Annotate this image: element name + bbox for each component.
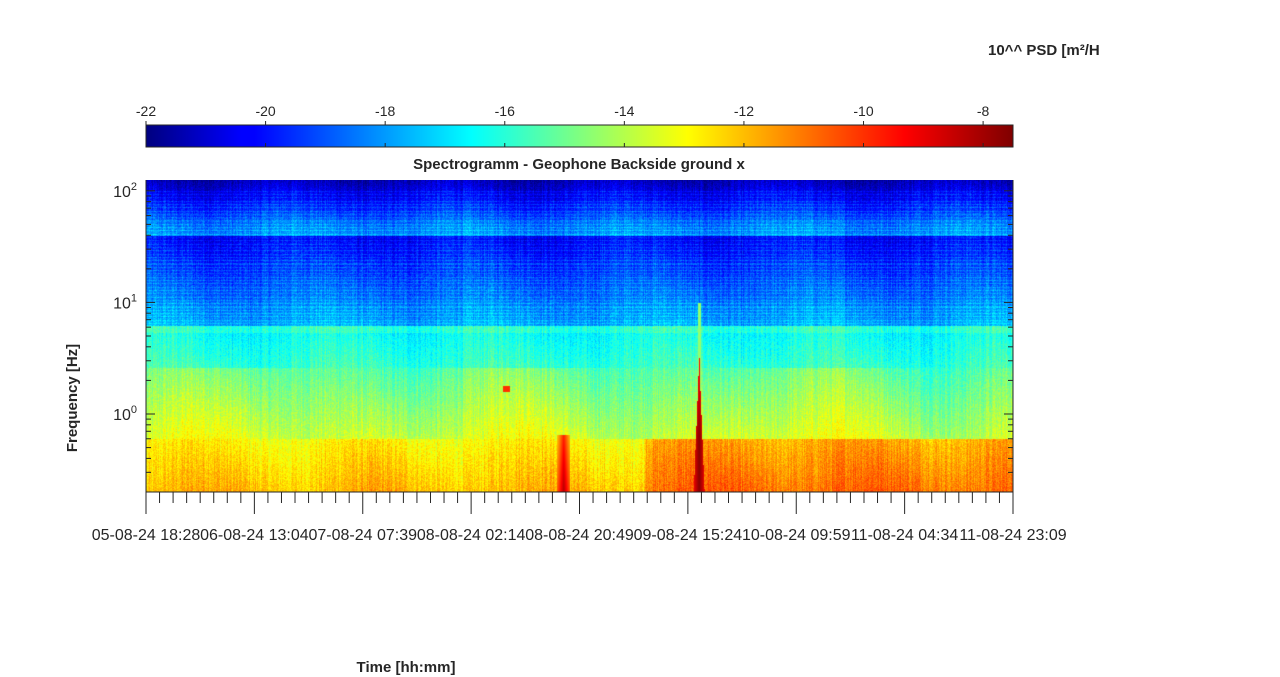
x-tick-label: 08-08-24 02:14 — [417, 527, 526, 544]
colorbar-tick-label: -14 — [614, 103, 634, 119]
x-tick-label: 08-08-24 20:49 — [525, 527, 634, 544]
colorbar-gradient — [145, 124, 1014, 148]
x-tick-label: 11-08-24 23:09 — [959, 527, 1066, 544]
y-ticks: 102 101 100 — [113, 181, 1013, 493]
colorbar-tick-label: -22 — [136, 103, 156, 119]
x-axis-label: Time [hh:mm] — [357, 659, 456, 676]
x-tick-label: 09-08-24 15:24 — [634, 527, 743, 544]
y-tick-label: 102 — [113, 181, 137, 201]
colorbar-tick-label: -10 — [853, 103, 873, 119]
y-axis-label: Frequency [Hz] — [64, 344, 81, 452]
colorbar-tick-label: -16 — [495, 103, 515, 119]
x-tick-label: 10-08-24 09:59 — [742, 527, 851, 544]
x-tick-label: 07-08-24 07:39 — [308, 527, 417, 544]
chart-title: Spectrogramm - Geophone Backside ground … — [413, 156, 745, 173]
x-tick-label: 11-08-24 04:34 — [851, 527, 958, 544]
spectrogram-heatmap — [146, 180, 1013, 492]
colorbar-label: 10^^ PSD [m²/H — [988, 42, 1100, 59]
x-tick-label: 06-08-24 13:04 — [200, 527, 309, 544]
colorbar-ticks: -22 -20 -18 -16 -14 -12 -10 -8 — [136, 103, 990, 147]
y-tick-label: 100 — [113, 404, 137, 424]
y-tick-label: 101 — [113, 292, 137, 312]
colorbar-tick-label: -12 — [734, 103, 754, 119]
x-tick-label: 05-08-24 18:28 — [92, 527, 201, 544]
colorbar: -22 -20 -18 -16 -14 -12 -10 -8 — [136, 103, 1014, 148]
colorbar-tick-label: -18 — [375, 103, 395, 119]
colorbar-tick-label: -20 — [255, 103, 275, 119]
colorbar-tick-label: -8 — [977, 103, 990, 119]
x-ticks: 05-08-24 18:28 06-08-24 13:04 07-08-24 07:… — [92, 492, 1067, 544]
